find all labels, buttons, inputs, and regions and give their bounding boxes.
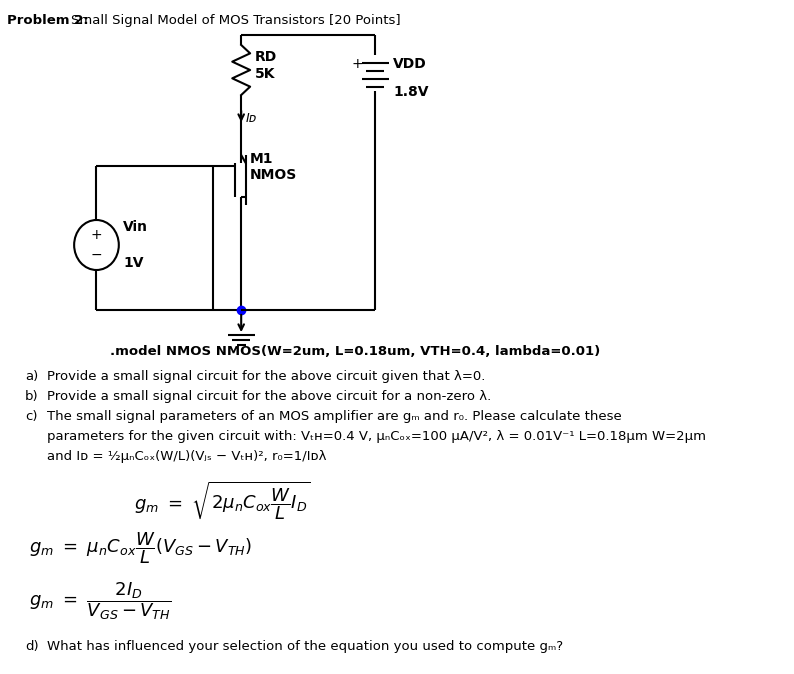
Text: Vin: Vin bbox=[123, 220, 148, 234]
Text: What has influenced your selection of the equation you used to compute gₘ?: What has influenced your selection of th… bbox=[48, 640, 564, 653]
Text: Problem 2:: Problem 2: bbox=[7, 14, 89, 27]
Text: −: − bbox=[91, 248, 102, 262]
Text: Provide a small signal circuit for the above circuit given that λ=0.: Provide a small signal circuit for the a… bbox=[48, 370, 486, 383]
Text: $g_m \ = \ \sqrt{2\mu_n C_{ox} \dfrac{W}{L} I_D}$: $g_m \ = \ \sqrt{2\mu_n C_{ox} \dfrac{W}… bbox=[134, 480, 310, 522]
Text: .model NMOS NMOS(W=2um, L=0.18um, VTH=0.4, lambda=0.01): .model NMOS NMOS(W=2um, L=0.18um, VTH=0.… bbox=[110, 345, 599, 358]
Text: The small signal parameters of an MOS amplifier are gₘ and r₀. Please calculate : The small signal parameters of an MOS am… bbox=[48, 410, 622, 423]
Text: Iᴅ: Iᴅ bbox=[245, 112, 257, 125]
Text: a): a) bbox=[25, 370, 38, 383]
Text: parameters for the given circuit with: Vₜʜ=0.4 V, μₙCₒₓ=100 μA/V², λ = 0.01V⁻¹ L: parameters for the given circuit with: V… bbox=[48, 430, 707, 443]
Text: +: + bbox=[91, 228, 102, 242]
Text: d): d) bbox=[25, 640, 39, 653]
Text: $g_m \ = \ \mu_n C_{ox} \dfrac{W}{L} (V_{GS} - V_{TH})$: $g_m \ = \ \mu_n C_{ox} \dfrac{W}{L} (V_… bbox=[29, 530, 252, 565]
Text: Provide a small signal circuit for the above circuit for a non-zero λ.: Provide a small signal circuit for the a… bbox=[48, 390, 491, 403]
Text: Small Signal Model of MOS Transistors [20 Points]: Small Signal Model of MOS Transistors [2… bbox=[71, 14, 401, 27]
Text: M1: M1 bbox=[250, 152, 274, 166]
Text: and Iᴅ = ½μₙCₒₓ(W/L)(Vⱼₛ − Vₜʜ)², r₀=1/Iᴅλ: and Iᴅ = ½μₙCₒₓ(W/L)(Vⱼₛ − Vₜʜ)², r₀=1/I… bbox=[48, 450, 327, 463]
Text: +: + bbox=[352, 57, 363, 71]
Text: 1.8V: 1.8V bbox=[393, 85, 429, 99]
Text: 1V: 1V bbox=[123, 256, 144, 270]
Text: 5K: 5K bbox=[255, 67, 275, 81]
Text: RD: RD bbox=[255, 50, 277, 64]
Text: NMOS: NMOS bbox=[250, 168, 298, 182]
Text: VDD: VDD bbox=[393, 57, 427, 71]
Text: c): c) bbox=[25, 410, 37, 423]
Text: b): b) bbox=[25, 390, 39, 403]
Text: $g_m \ = \ \dfrac{2I_D}{V_{GS} - V_{TH}}$: $g_m \ = \ \dfrac{2I_D}{V_{GS} - V_{TH}}… bbox=[29, 580, 172, 621]
